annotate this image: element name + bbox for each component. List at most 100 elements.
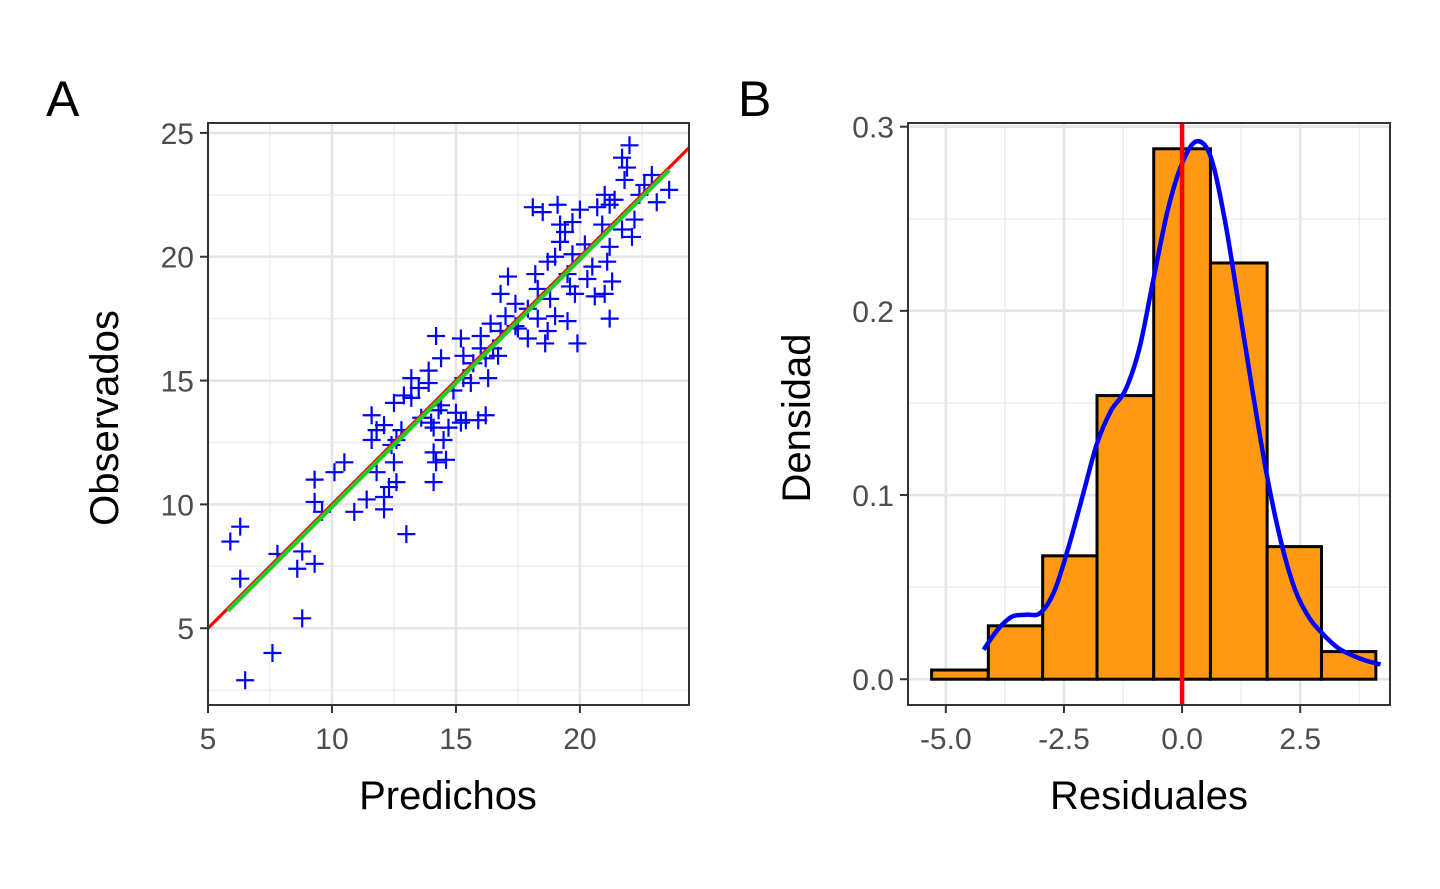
scatter-point bbox=[419, 361, 438, 380]
x-axis-title-b: Residuales bbox=[1050, 774, 1248, 818]
scatter-point bbox=[461, 374, 480, 393]
scatter-point bbox=[451, 329, 470, 348]
scatter-point bbox=[375, 500, 394, 519]
scatter-point bbox=[434, 431, 453, 450]
scatter-point bbox=[523, 198, 542, 217]
scatter-point bbox=[397, 525, 416, 544]
scatter-point bbox=[362, 406, 381, 425]
histogram-bar bbox=[1208, 261, 1269, 681]
y-tick-label: 25 bbox=[161, 118, 194, 151]
scatter-point bbox=[446, 403, 465, 422]
scatter-point bbox=[647, 193, 666, 212]
x-tick-label: 0.0 bbox=[1161, 723, 1203, 756]
scatter-point bbox=[293, 609, 312, 628]
scatter-point bbox=[231, 569, 250, 588]
scatter-point bbox=[367, 463, 386, 482]
scatter-point bbox=[618, 158, 637, 177]
scatter-point bbox=[305, 554, 324, 573]
scatter-point bbox=[565, 284, 584, 303]
y-axis-title-a: Observados bbox=[83, 310, 127, 526]
scatter-point bbox=[546, 307, 565, 326]
scatter-point bbox=[593, 215, 612, 234]
scatter-point bbox=[570, 200, 589, 219]
fit-line bbox=[226, 168, 671, 613]
scatter-point bbox=[598, 252, 617, 271]
scatter-point bbox=[491, 284, 510, 303]
y-tick-label: 0.3 bbox=[852, 112, 894, 145]
scatter-panel: 5 10 15 20 5 10 15 20 25 bbox=[161, 118, 690, 756]
y-tick-label: 5 bbox=[177, 613, 194, 646]
scatter-point bbox=[479, 369, 498, 388]
scatter-point bbox=[481, 314, 500, 333]
panel-tag-a: A bbox=[46, 71, 80, 127]
scatter-point bbox=[263, 643, 282, 662]
x-tick-label: 10 bbox=[315, 723, 348, 756]
scatter-point bbox=[625, 210, 644, 229]
panel-tag-b: B bbox=[738, 71, 771, 127]
plot-background bbox=[208, 123, 689, 705]
plot-frame bbox=[207, 122, 690, 706]
scatter-point bbox=[600, 237, 619, 256]
scatter-point bbox=[528, 279, 547, 298]
scatter-point bbox=[613, 220, 632, 239]
scatter-point bbox=[595, 284, 614, 303]
scatter-point bbox=[432, 349, 451, 368]
density-curve bbox=[981, 138, 1382, 667]
scatter-point bbox=[506, 294, 525, 313]
scatter-point bbox=[600, 309, 619, 328]
x-tick-label: -5.0 bbox=[920, 723, 972, 756]
x-tick-label: -2.5 bbox=[1038, 723, 1090, 756]
scatter-point bbox=[499, 267, 518, 286]
scatter-point bbox=[546, 247, 565, 266]
scatter-point bbox=[288, 559, 307, 578]
scatter-point bbox=[603, 272, 622, 291]
histogram-bar bbox=[1095, 394, 1156, 681]
scatter-point bbox=[325, 463, 344, 482]
x-tick-label: 20 bbox=[563, 723, 596, 756]
plot-frame bbox=[907, 122, 1391, 706]
scatter-point bbox=[427, 453, 446, 472]
histogram-bar bbox=[1041, 554, 1099, 681]
scatter-point bbox=[595, 185, 614, 204]
scatter-point bbox=[384, 393, 403, 412]
scatter-point bbox=[536, 334, 555, 353]
scatter-point bbox=[439, 418, 458, 437]
scatter-point bbox=[437, 450, 456, 469]
scatter-point bbox=[427, 326, 446, 345]
scatter-point bbox=[496, 307, 515, 326]
y-tick-label: 0.2 bbox=[852, 296, 894, 329]
scatter-point bbox=[335, 453, 354, 472]
scatter-point bbox=[578, 270, 597, 289]
scatter-point bbox=[541, 289, 560, 308]
x-tick-label: 5 bbox=[200, 723, 217, 756]
y-tick-label: 0.1 bbox=[852, 480, 894, 513]
scatter-point bbox=[402, 388, 421, 407]
scatter-point bbox=[357, 490, 376, 509]
y-tick-label: 0.0 bbox=[852, 664, 894, 697]
scatter-point bbox=[424, 443, 443, 462]
scatter-point bbox=[585, 287, 604, 306]
scatter-point bbox=[583, 257, 602, 276]
scatter-point bbox=[375, 416, 394, 435]
scatter-point bbox=[526, 265, 545, 284]
y-tick-label: 15 bbox=[161, 366, 194, 399]
scatter-point bbox=[615, 170, 634, 189]
scatter-point bbox=[236, 671, 255, 690]
scatter-point bbox=[305, 492, 324, 511]
histogram-panel: -5.0 -2.5 0.0 2.5 0.0 0.1 0.2 0.3 bbox=[852, 112, 1391, 756]
y-tick-label: 10 bbox=[161, 489, 194, 522]
scatter-point bbox=[588, 198, 607, 217]
scatter-point bbox=[394, 386, 413, 405]
scatter-point bbox=[387, 473, 406, 492]
scatter-point bbox=[622, 227, 641, 246]
scatter-point bbox=[402, 369, 421, 388]
scatter-point bbox=[660, 180, 679, 199]
scatter-point bbox=[568, 334, 587, 353]
scatter-point bbox=[563, 245, 582, 264]
x-tick-label: 15 bbox=[439, 723, 472, 756]
scatter-point bbox=[620, 136, 639, 155]
scatter-point bbox=[605, 190, 624, 209]
histogram-bar bbox=[1265, 545, 1323, 681]
scatter-point bbox=[563, 213, 582, 232]
